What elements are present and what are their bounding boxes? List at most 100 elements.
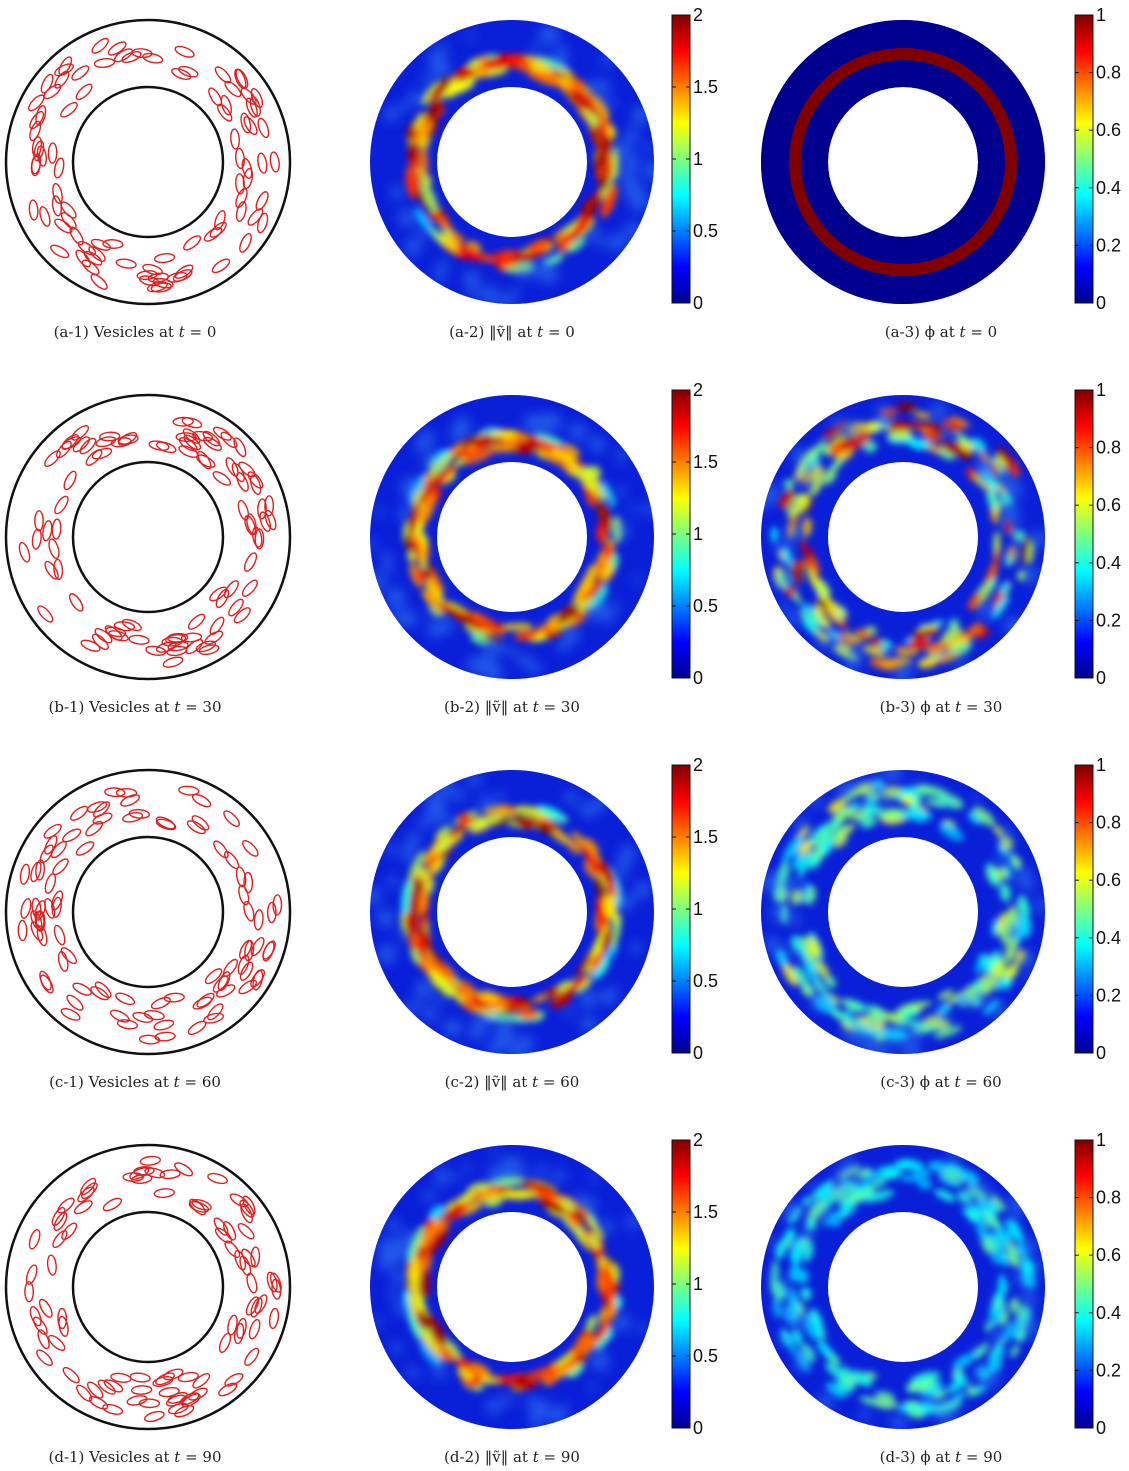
vesicle	[255, 191, 269, 211]
vesicle	[55, 440, 72, 459]
vesicle	[102, 1197, 123, 1212]
vesicle	[222, 1221, 237, 1241]
vesicle	[239, 961, 254, 981]
vesicle	[178, 65, 199, 78]
colorbar-tick-label: 0.4	[1096, 1303, 1121, 1323]
vesicle	[223, 580, 239, 599]
colorbar-tick-label: 2	[693, 5, 703, 25]
vesicle	[264, 495, 275, 517]
vesicle	[37, 1329, 50, 1350]
outer-wall	[4, 393, 292, 681]
colorbar-tick-label: 1	[1096, 380, 1106, 400]
vesicle	[187, 613, 206, 630]
vesicle	[237, 954, 250, 976]
vesicle	[44, 560, 59, 580]
vesicle	[29, 1306, 42, 1327]
vesicle	[76, 1384, 93, 1402]
vesicle	[195, 640, 217, 653]
colorbar-tick-label: 0.6	[1096, 120, 1121, 140]
vesicle	[110, 1372, 132, 1383]
vesicle	[220, 94, 232, 116]
vesicle	[252, 969, 264, 991]
vesicle	[150, 996, 171, 1010]
panel-caption: (b-3) ϕ at t = 30	[880, 698, 1003, 716]
vesicle	[44, 835, 58, 855]
panel-caption: (b-1) Vesicles at t = 30	[48, 698, 221, 716]
vesicle	[253, 909, 264, 931]
vesicle	[203, 436, 222, 451]
colorbar-tick-label: 0	[693, 1043, 703, 1063]
vesicle	[216, 103, 233, 122]
vesicle	[61, 1222, 78, 1241]
vesicle	[85, 449, 103, 466]
vesicle	[177, 1371, 199, 1383]
vesicle	[60, 201, 77, 219]
vesicle	[35, 104, 47, 126]
panel-caption: (c-3) ϕ at t = 60	[880, 1073, 1001, 1091]
vesicle	[132, 1011, 154, 1023]
panel-caption: (b-2) ‖ṽ‖ at t = 30	[444, 698, 580, 716]
vesicle	[48, 538, 60, 560]
vesicle	[224, 1372, 244, 1387]
vesicle	[256, 212, 269, 234]
vesicle	[44, 873, 57, 894]
vesicle	[53, 1211, 68, 1232]
vesicle	[60, 101, 78, 118]
phi-panel	[761, 395, 1045, 679]
vesicle	[250, 1246, 261, 1268]
vesicle	[174, 45, 195, 58]
colorbar-tick-label: 0.5	[693, 1346, 718, 1366]
vesicle	[121, 50, 142, 64]
vesicle	[203, 227, 223, 242]
colorbar-tick-label: 0.6	[1096, 495, 1121, 515]
vesicle	[188, 1387, 208, 1401]
vesicle	[152, 277, 174, 289]
vesicle	[94, 628, 113, 644]
vesicle	[72, 436, 91, 453]
vesicle	[115, 787, 138, 798]
vesicle	[54, 495, 69, 515]
panel-caption: (a-1) Vesicles at t = 0	[54, 323, 217, 341]
vesicle	[31, 528, 42, 550]
vesicle	[223, 851, 240, 870]
vesicle	[53, 157, 65, 179]
colorbar-tick-label: 1.5	[693, 827, 718, 847]
phi-initial-band	[789, 48, 1017, 276]
vesicle	[191, 1199, 212, 1211]
vesicle	[32, 1316, 48, 1335]
vesicle	[243, 552, 258, 572]
vesicle	[43, 823, 62, 839]
vesicle	[172, 269, 193, 282]
vesicle	[30, 921, 44, 942]
vesicle	[245, 1296, 260, 1316]
vesicle	[53, 924, 66, 946]
vesicle	[60, 947, 77, 965]
colorbar-tick-label: 0.4	[1096, 553, 1121, 573]
colorbar-tick-label: 1.5	[693, 1202, 718, 1222]
vesicle	[17, 919, 28, 942]
vesicle	[73, 1200, 93, 1215]
vesicle	[43, 83, 62, 100]
vesicle	[94, 981, 112, 999]
vesicle	[243, 116, 258, 136]
colorbar-tick-label: 0	[1096, 1043, 1106, 1063]
inner-wall	[71, 1210, 225, 1364]
velocity-panel	[370, 20, 654, 304]
vesicle	[150, 282, 172, 293]
vesicle	[237, 499, 250, 521]
vesicle	[238, 461, 256, 478]
vesicle	[29, 110, 45, 130]
vesicle	[144, 1167, 166, 1179]
colorbar-tick-label: 1	[693, 1274, 703, 1294]
vesicle	[174, 1162, 194, 1177]
vesicle	[130, 1385, 153, 1395]
vesicle	[117, 434, 139, 445]
vesicle	[247, 471, 264, 489]
vesicle	[235, 173, 245, 195]
vesicle	[250, 937, 265, 957]
vesicle	[238, 884, 250, 906]
vesicle-panel	[4, 393, 292, 681]
vesicle	[57, 1197, 75, 1214]
colorbar-tick-label: 0.2	[1096, 235, 1121, 255]
vesicle	[80, 639, 101, 652]
